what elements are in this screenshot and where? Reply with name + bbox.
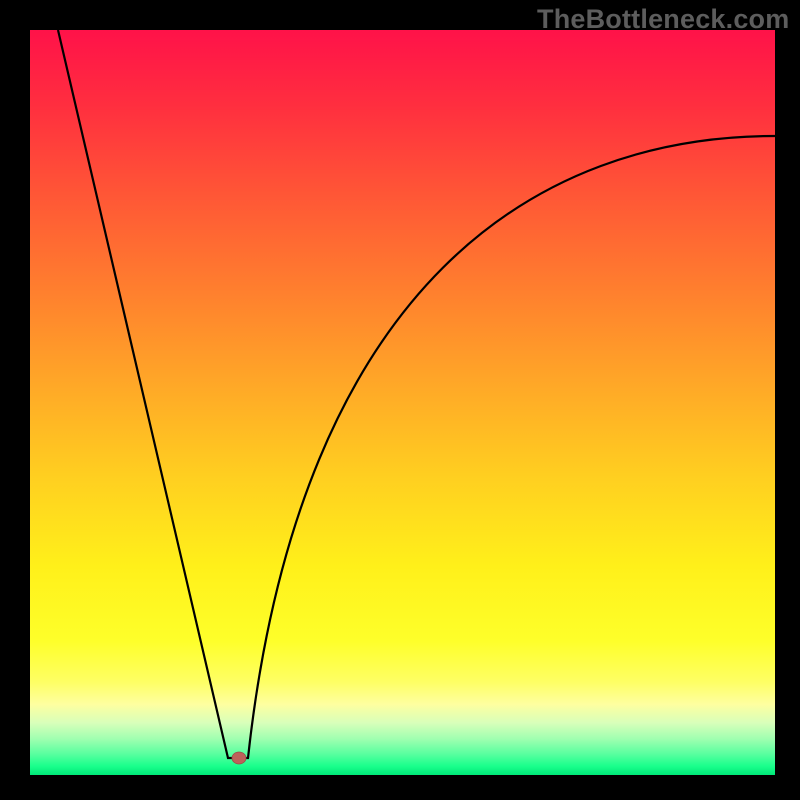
plot-area xyxy=(30,30,775,775)
watermark-text: TheBottleneck.com xyxy=(537,4,789,35)
bottleneck-chart xyxy=(0,0,800,800)
optimal-point-marker xyxy=(232,752,246,764)
